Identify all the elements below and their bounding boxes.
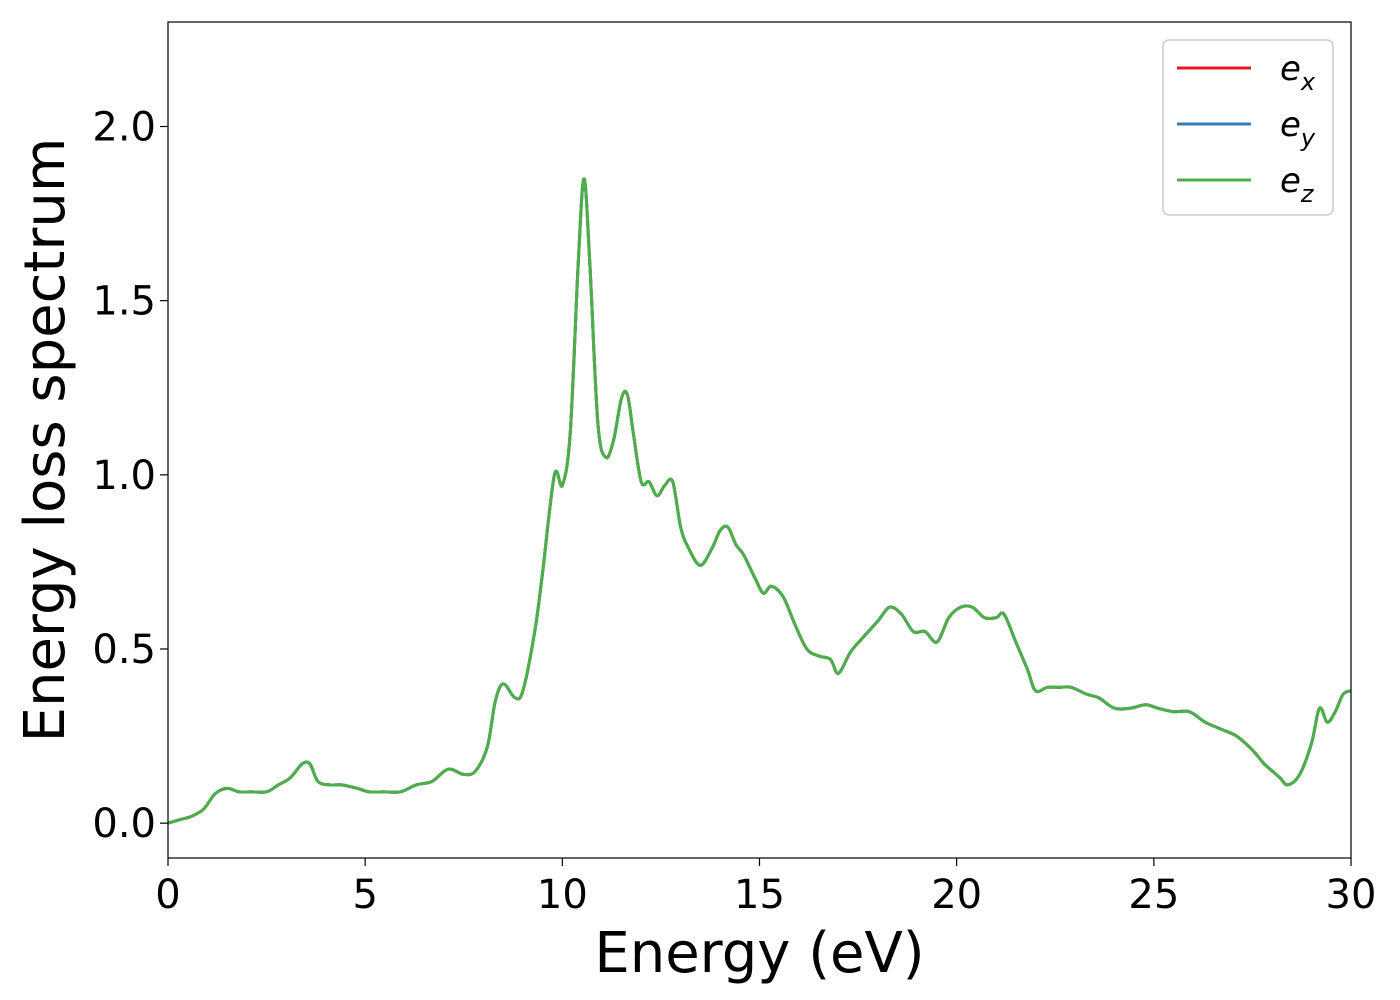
y-tick-label: 1.5 (92, 279, 156, 325)
x-axis-label: Energy (eV) (594, 921, 924, 986)
x-tick-label: 20 (931, 872, 982, 918)
x-tick-label: 30 (1326, 872, 1377, 918)
legend-label-ey: ey (1280, 105, 1316, 152)
plot-frame (167, 21, 1352, 859)
x-tick-label: 0 (155, 872, 180, 918)
y-tick-label: 1.0 (92, 453, 156, 499)
y-axis-label: Energy loss spectrum (13, 138, 78, 743)
x-tick-label: 5 (352, 872, 377, 918)
legend: ex ey ez (1162, 39, 1334, 216)
legend-box (1162, 39, 1334, 216)
axis-ticks: 0 5 10 15 20 25 30 0.0 0.5 1.0 1.5 2.0 (92, 105, 1376, 919)
y-tick-label: 0.0 (92, 801, 156, 847)
chart-marks (168, 177, 1351, 825)
x-tick-label: 15 (734, 872, 785, 918)
y-tick-label: 0.5 (92, 627, 156, 673)
series-line-ex (168, 177, 1351, 825)
series-line-ez (168, 177, 1351, 825)
legend-label-ex: ex (1280, 49, 1316, 96)
legend-label-ez: ez (1280, 161, 1315, 208)
series-line-ey (168, 177, 1351, 825)
y-tick-label: 2.0 (92, 105, 156, 151)
x-tick-label: 10 (537, 872, 588, 918)
x-tick-label: 25 (1128, 872, 1179, 918)
